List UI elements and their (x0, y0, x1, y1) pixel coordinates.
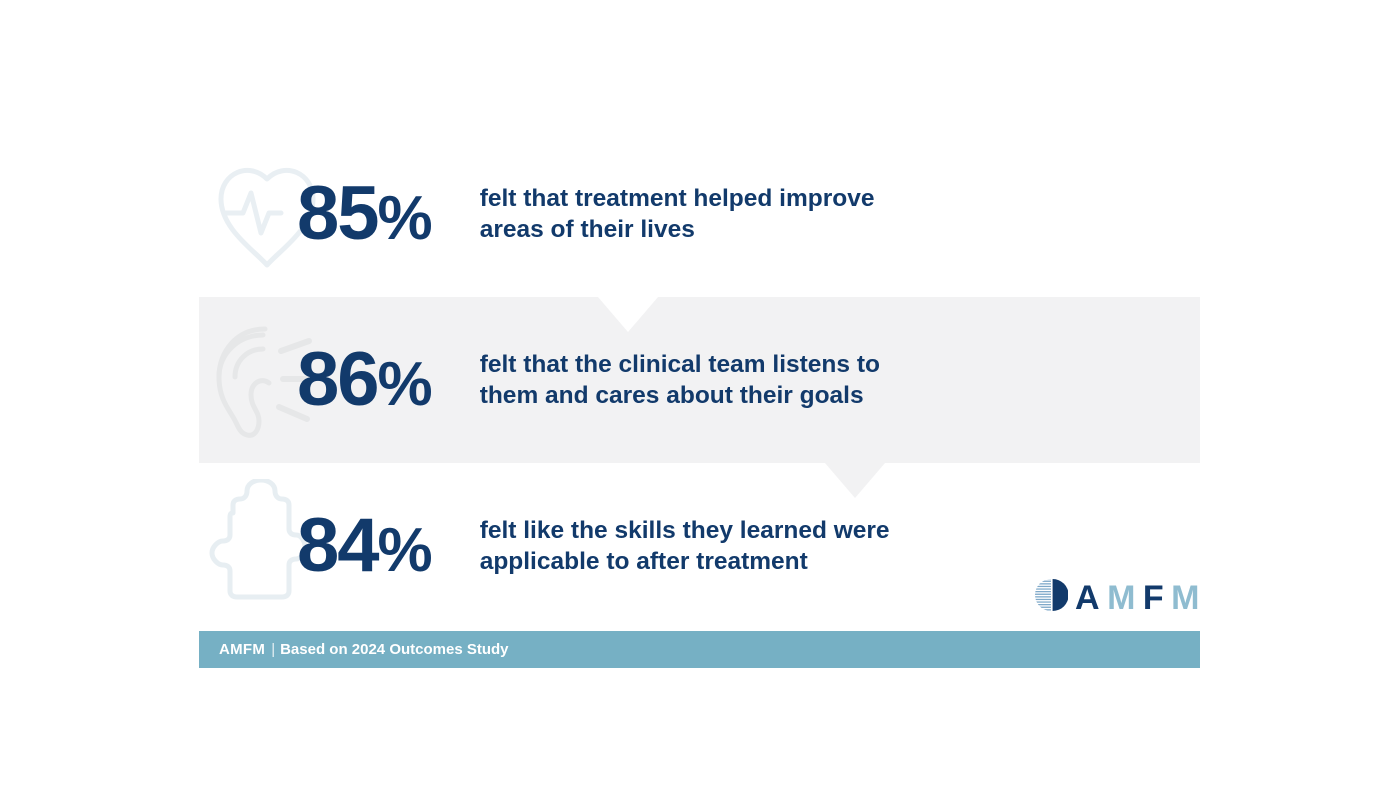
band-notch-bottom (825, 463, 885, 498)
band-notch-top (598, 297, 658, 332)
stat-value: 84% (297, 508, 433, 585)
stat-number: 84 (297, 503, 380, 588)
percent-sign: % (377, 350, 433, 419)
stat-caption-line: felt like the skills they learned were (479, 516, 890, 544)
logo-letter-m1: M (1107, 578, 1136, 617)
stat-caption-line: felt that the clinical team listens to (479, 350, 880, 378)
stat-row: 86% felt that the clinical team listens … (199, 297, 1200, 463)
footer-separator: | (271, 641, 276, 658)
stat-number: 85 (297, 171, 380, 256)
stat-caption: felt that the clinical team listens to t… (480, 349, 880, 412)
stat-row: 85% felt that treatment helped improve a… (199, 131, 1200, 297)
stat-caption-line: felt that treatment helped improve (479, 184, 875, 212)
footer-bar: AMFM | Based on 2024 Outcomes Study (199, 631, 1200, 668)
logo-letter-a: A (1075, 578, 1101, 617)
amfm-circle-mark (1034, 578, 1069, 617)
footer-brand: AMFM (219, 641, 266, 658)
stat-number: 86 (297, 337, 380, 422)
stat-value: 85% (297, 176, 433, 253)
highlight-band (199, 297, 1200, 463)
stat-caption-line: them and cares about their goals (479, 382, 864, 409)
footer-caption: AMFM | Based on 2024 Outcomes Study (219, 642, 509, 657)
amfm-logo: A M F M (1034, 578, 1200, 617)
logo-letter-m2: M (1171, 578, 1200, 617)
stat-caption-line: applicable to after treatment (479, 548, 808, 575)
stat-caption-line: areas of their lives (479, 216, 695, 243)
stat-caption: felt like the skills they learned were a… (480, 515, 890, 578)
stat-caption: felt that treatment helped improve areas… (480, 183, 875, 246)
footer-note: Based on 2024 Outcomes Study (280, 641, 509, 658)
logo-letter-f: F (1142, 578, 1165, 617)
stat-value: 86% (297, 342, 433, 419)
percent-sign: % (377, 184, 433, 253)
percent-sign: % (377, 516, 433, 585)
